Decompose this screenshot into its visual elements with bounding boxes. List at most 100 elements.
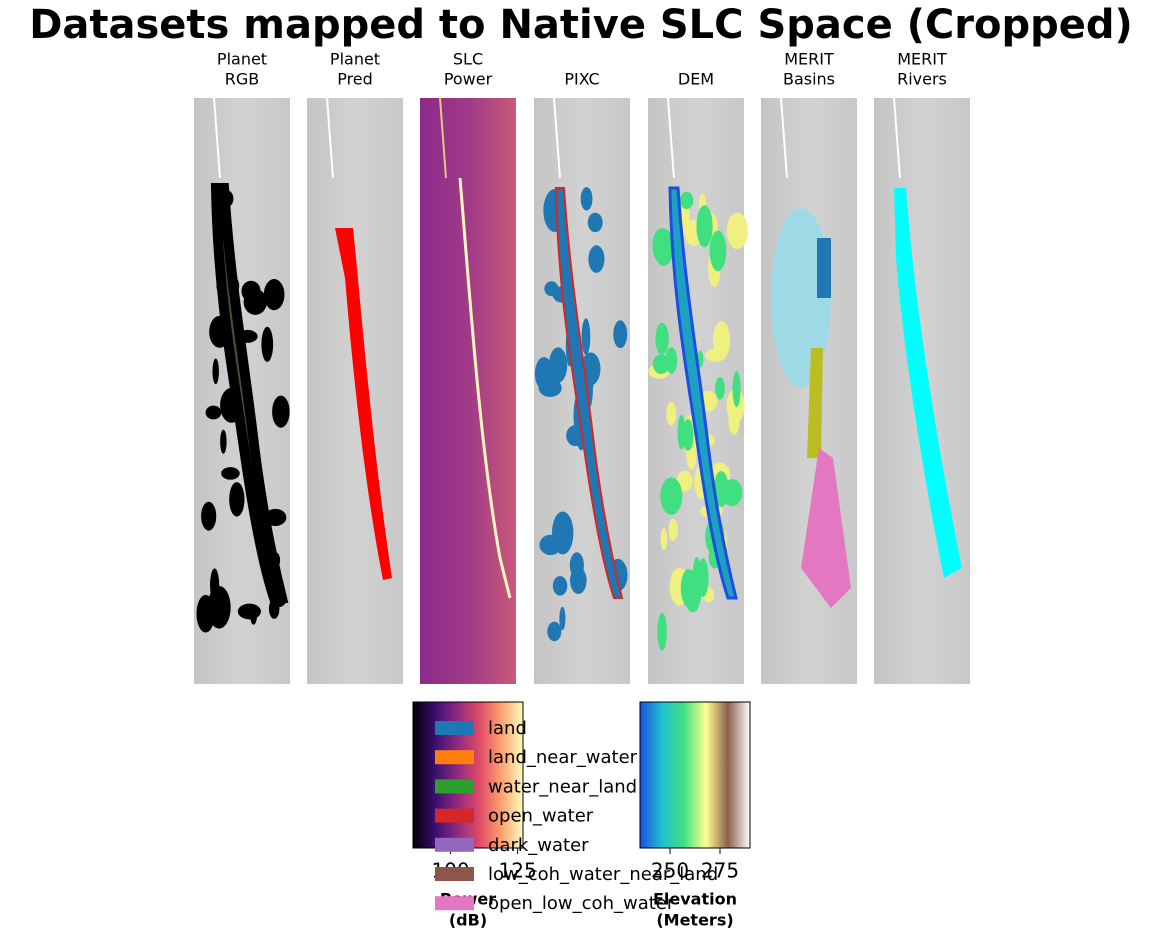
panel-title: PIXC [564, 70, 599, 89]
road-line [553, 97, 561, 179]
basin [807, 348, 823, 458]
raster-blob [587, 212, 603, 233]
raster-blob [732, 371, 741, 408]
panel-image [420, 98, 516, 684]
image-panel [420, 97, 516, 684]
raster-blob [548, 347, 568, 383]
raster-blob [696, 205, 713, 248]
image-panel [761, 97, 857, 684]
river-mask [335, 228, 392, 580]
river-mask [894, 188, 962, 578]
panel-image [307, 98, 403, 684]
raster-blob [229, 482, 245, 517]
raster-blob [207, 586, 231, 629]
legend-swatch [435, 721, 474, 735]
legend-swatch [435, 867, 474, 881]
raster-blob [652, 354, 670, 374]
river-mask [668, 186, 738, 600]
raster-blob [666, 401, 677, 426]
raster-blob [726, 212, 749, 250]
panel-title: SLC [453, 50, 483, 69]
raster-blob [657, 612, 667, 651]
raster-blob [237, 603, 261, 620]
road-line [213, 97, 221, 179]
image-panel [307, 97, 403, 684]
raster-blob [212, 358, 219, 385]
raster-blob [241, 280, 261, 302]
raster-blob [547, 621, 562, 642]
colorbar-label: Elevation [653, 890, 737, 909]
raster-blob [220, 429, 227, 454]
road-line [439, 97, 447, 179]
figure-title: Datasets mapped to Native SLC Space (Cro… [29, 2, 1133, 48]
panel-title: MERIT [784, 50, 834, 69]
raster-blob [682, 418, 694, 451]
panel-title: DEM [678, 70, 714, 89]
raster-blob [660, 528, 668, 551]
raster-blob [709, 230, 727, 272]
image-panel [874, 97, 970, 684]
legend-label: water_near_land [488, 776, 637, 797]
raster-blob [566, 425, 585, 447]
raster-blob [272, 395, 290, 428]
basin [771, 208, 831, 388]
legend-label: low_coh_water_near_land [488, 864, 718, 885]
panel-title: Pred [337, 70, 373, 89]
image-panel [648, 97, 749, 684]
raster-blob [205, 405, 222, 420]
raster-blob [655, 322, 669, 355]
raster-blob [221, 467, 240, 480]
raster-blob [570, 567, 587, 595]
tick-label: 125 [499, 859, 537, 883]
legend-label: open_low_coh_water [488, 893, 675, 914]
raster-blob [705, 348, 727, 362]
raster-blob [676, 470, 693, 492]
raster-blob [263, 279, 285, 311]
colorbar-label: (dB) [449, 911, 487, 930]
panel-title: Power [444, 70, 493, 89]
raster-blob [581, 318, 591, 356]
raster-blob [559, 606, 566, 631]
raster-blob [613, 320, 628, 349]
panel-title: MERIT [897, 50, 947, 69]
raster-blob [268, 598, 280, 619]
legend-label: land_near_water [488, 747, 638, 768]
legend-label: open_water [488, 806, 594, 827]
raster-blob [261, 326, 274, 362]
raster-blob [715, 377, 725, 400]
basin [801, 448, 851, 608]
raster-blob [654, 228, 674, 267]
raster-blob [668, 518, 678, 542]
basin [817, 238, 831, 298]
panel-title: Rivers [897, 70, 947, 89]
raster-blob [713, 470, 729, 507]
raster-blob [552, 576, 568, 596]
tick-label: 250 [651, 859, 689, 883]
raster-blob [677, 414, 686, 450]
raster-blob [580, 187, 593, 211]
panel-title: RGB [225, 70, 260, 89]
raster-blob [250, 604, 258, 625]
legend-swatch [435, 750, 474, 765]
panel-title: Planet [330, 50, 380, 69]
legend-swatch [435, 896, 474, 911]
legend-swatch [435, 837, 474, 852]
river-mask [554, 187, 624, 599]
legend-swatch [435, 808, 474, 823]
road-line [893, 97, 901, 179]
panel-title: Basins [783, 70, 835, 89]
tick-label: 275 [701, 859, 739, 883]
raster-blob [539, 534, 562, 556]
road-line [326, 97, 334, 179]
river-bright [458, 177, 512, 599]
legend-label: land [488, 718, 527, 739]
river-mask [210, 183, 289, 603]
road-line [780, 97, 788, 179]
road-line [667, 97, 675, 179]
legend-label: dark_water [488, 835, 589, 856]
raster-blob [697, 558, 709, 598]
colorbar [639, 701, 751, 849]
image-panel [534, 97, 630, 684]
panel-title: Planet [217, 50, 267, 69]
